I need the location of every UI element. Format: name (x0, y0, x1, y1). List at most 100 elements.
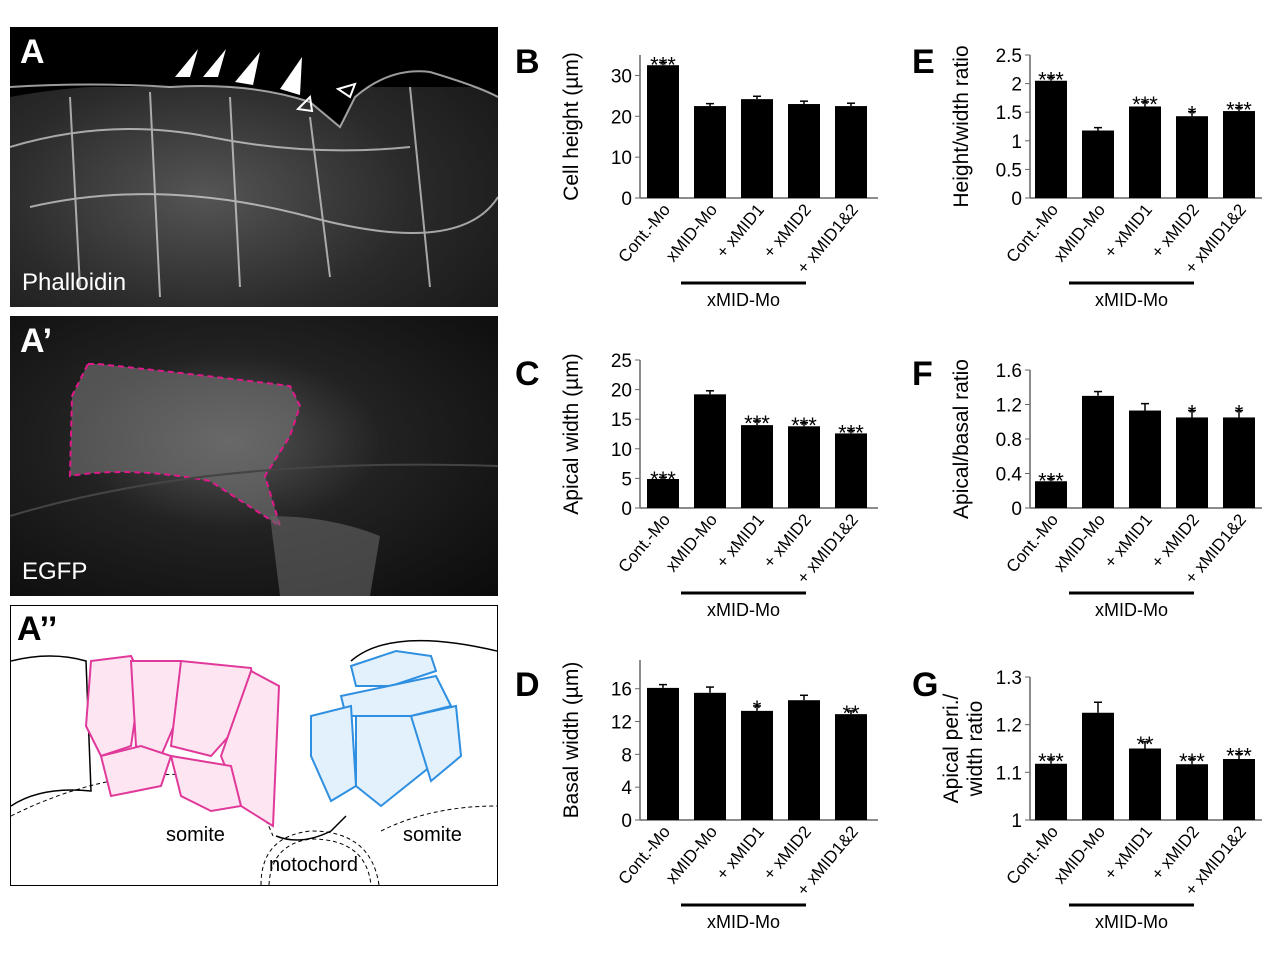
bar-cont-mo (1035, 481, 1067, 508)
y-tick-label: 0.8 (996, 430, 1022, 451)
bar-xmid-mo (694, 394, 726, 508)
bar-xmid-mo (694, 106, 726, 198)
bar-xmid-mo (1082, 130, 1114, 198)
significance-label: *** (1132, 92, 1158, 117)
bar-cont-mo (1035, 80, 1067, 198)
y-tick-label: 20 (611, 107, 632, 128)
group-label: xMID-Mo (1095, 600, 1168, 620)
panel-label-a-prime: A’ (20, 322, 53, 360)
bar-cont-mo (647, 687, 679, 820)
bar-cont-mo (647, 65, 679, 198)
group-label: xMID-Mo (1095, 290, 1168, 310)
y-tick-label: 16 (611, 680, 632, 701)
bar--xmid1-2 (835, 714, 867, 820)
y-tick-label: 15 (611, 410, 632, 431)
significance-label: * (1188, 401, 1197, 426)
group-label: xMID-Mo (707, 912, 780, 932)
bar--xmid2 (1176, 417, 1208, 508)
y-tick-label: 4 (621, 778, 632, 799)
egfp-image: A’ EGFP (10, 316, 498, 596)
bar--xmid2 (788, 426, 820, 508)
significance-label: *** (1038, 67, 1064, 92)
panel-label-c: C (515, 355, 540, 393)
y-tick-label: 0 (1011, 189, 1022, 210)
significance-label: *** (1038, 469, 1064, 494)
panel-label-a-double-prime: A’’ (17, 610, 58, 648)
y-axis-label: Apical peri./ (940, 693, 963, 803)
bar--xmid1-2 (1223, 758, 1255, 820)
significance-label: *** (838, 420, 864, 445)
significance-label: ** (1136, 732, 1154, 757)
bar--xmid2 (788, 104, 820, 198)
significance-label: *** (1179, 749, 1205, 774)
somite-label-left: somite (166, 824, 225, 846)
y-tick-label: 2 (1011, 75, 1022, 96)
bar-xmid-mo (1082, 712, 1114, 820)
x-tick-label: + xMID1 (1101, 510, 1157, 571)
panel-label-d: D (515, 666, 540, 704)
panel-label-a: A (20, 33, 45, 71)
y-tick-label: 20 (611, 381, 632, 402)
y-tick-label: 0.4 (996, 465, 1023, 486)
y-axis-label: Apical/basal ratio (950, 359, 973, 519)
y-tick-label: 10 (611, 148, 632, 169)
significance-label: *** (650, 467, 676, 492)
arrowhead-icons (175, 49, 302, 95)
y-tick-label: 0 (621, 189, 632, 210)
bar--xmid1-2 (835, 433, 867, 508)
group-label: xMID-Mo (707, 600, 780, 620)
y-tick-label: 1.6 (996, 361, 1022, 382)
y-tick-label: 1.3 (996, 668, 1022, 689)
bar--xmid1 (1129, 106, 1161, 198)
y-tick-label: 25 (611, 351, 632, 372)
significance-label: * (1188, 102, 1197, 127)
bar-xmid-mo (694, 692, 726, 820)
significance-label: *** (744, 411, 770, 436)
bar-cont-mo (647, 478, 679, 508)
panel-label-g: G (912, 666, 938, 704)
egfp-outline (68, 363, 302, 529)
y-tick-label: 30 (611, 66, 632, 87)
significance-label: ** (842, 701, 860, 726)
x-tick-label: + xMID1 (1101, 822, 1157, 883)
significance-label: * (753, 696, 762, 721)
y-tick-label: 0 (621, 811, 632, 832)
phalloidin-image: A Phalloidin (10, 27, 498, 307)
bar--xmid1 (741, 99, 773, 198)
somite-label-right: somite (403, 824, 462, 846)
significance-label: *** (791, 413, 817, 438)
bar--xmid2 (788, 700, 820, 820)
bar--xmid2 (1176, 116, 1208, 198)
y-tick-label: 1.2 (996, 716, 1022, 737)
schematic-diagram: somite notochord somite A’’ (10, 605, 498, 886)
panel-label-b: B (515, 43, 540, 81)
right-cells (310, 649, 463, 808)
stain-label: Phalloidin (22, 269, 127, 296)
left-cells (84, 654, 281, 828)
panel-label-f: F (912, 355, 933, 393)
x-tick-label: + xMID1 (1101, 200, 1157, 261)
panel-label-e: E (912, 43, 935, 81)
significance-label: *** (1038, 749, 1064, 774)
y-tick-label: 12 (611, 713, 632, 734)
y-tick-label: 1 (1011, 132, 1022, 153)
y-tick-label: 2.5 (996, 46, 1022, 67)
bar--xmid1-2 (1223, 417, 1255, 508)
y-axis-label: width ratio (964, 701, 987, 798)
y-tick-label: 5 (621, 469, 632, 490)
bar--xmid1 (741, 425, 773, 508)
bar--xmid2 (1176, 764, 1208, 820)
bar--xmid1-2 (1223, 111, 1255, 198)
y-tick-label: 10 (611, 440, 632, 461)
significance-label: * (1235, 401, 1244, 426)
significance-label: *** (1226, 744, 1252, 769)
y-tick-label: 0 (1011, 499, 1022, 520)
x-tick-label: + xMID1 (713, 822, 769, 883)
y-axis-label: Height/width ratio (950, 45, 973, 207)
y-tick-label: 1.2 (996, 396, 1022, 417)
y-tick-label: 1.5 (996, 103, 1022, 124)
y-tick-label: 0 (621, 499, 632, 520)
bar-cont-mo (1035, 763, 1067, 820)
y-tick-label: 1 (1011, 811, 1022, 832)
y-axis-label: Cell height (µm) (560, 52, 583, 201)
